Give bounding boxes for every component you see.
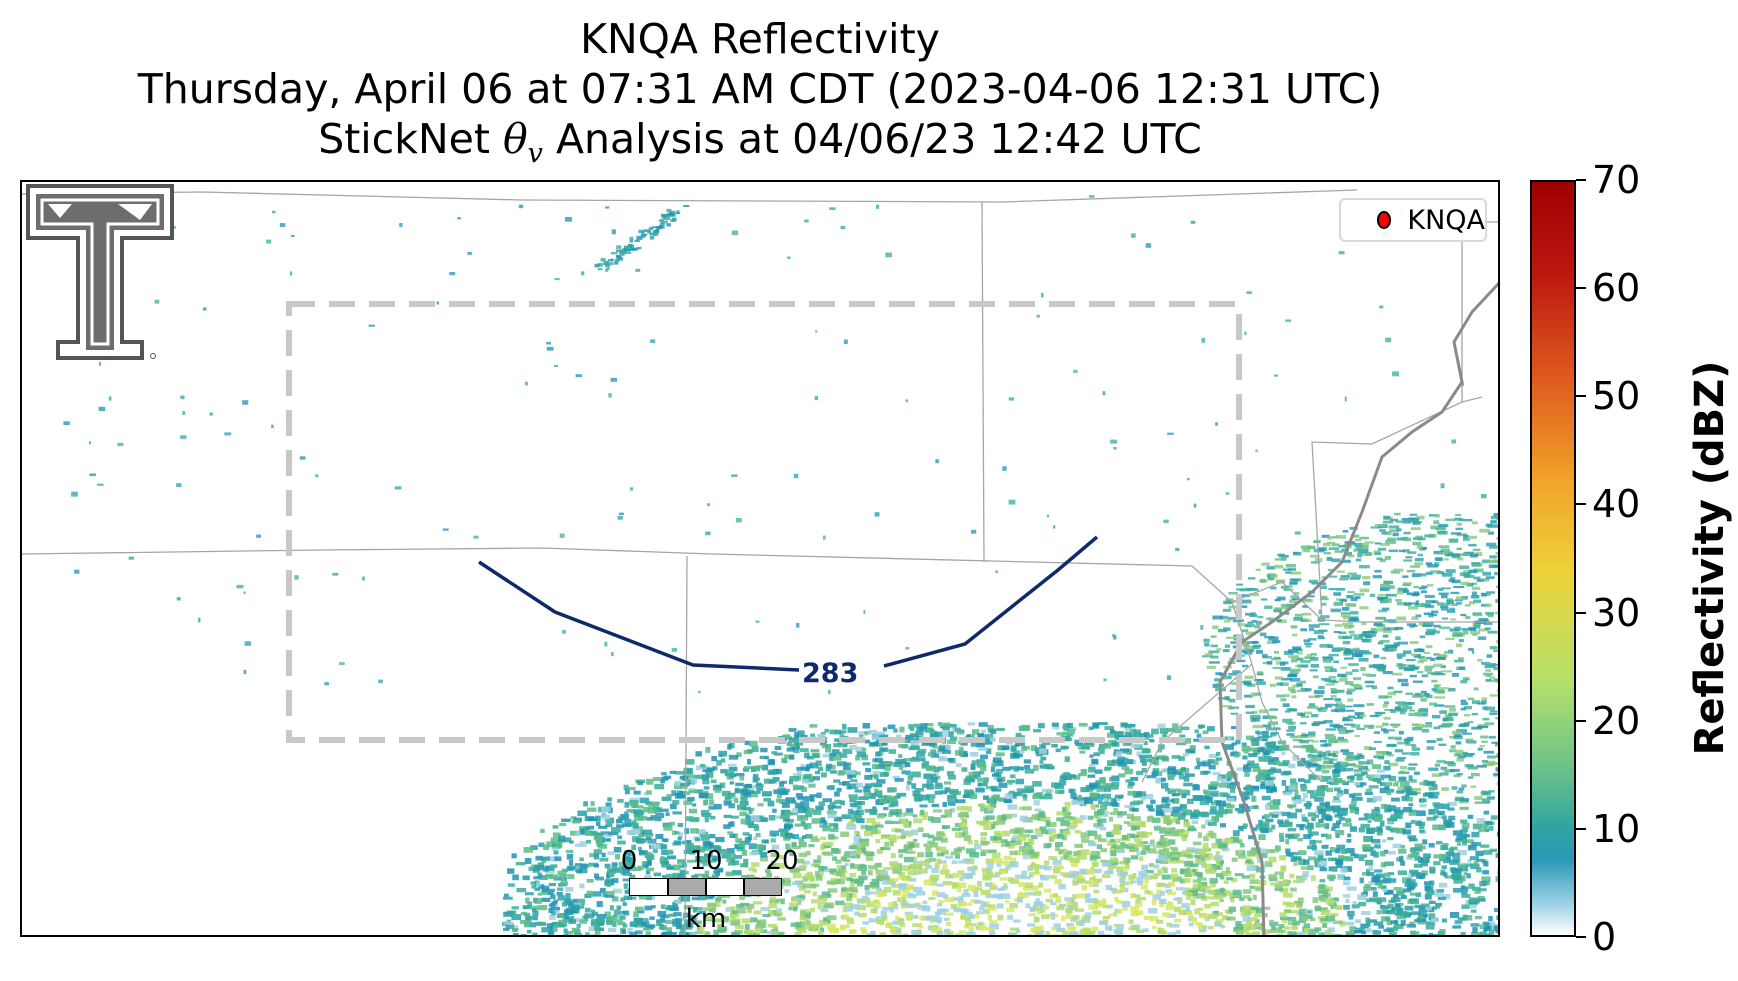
state-borders (22, 189, 1498, 935)
map-canvas: 283 (22, 189, 1498, 935)
reflectivity-echoes (63, 195, 1498, 935)
reflectivity-colorbar (1530, 180, 1576, 937)
colorbar-tick-label: 10 (1592, 806, 1641, 851)
colorbar-tick-mark (1576, 395, 1586, 398)
scale-bar: 0 10 20 km (582, 846, 942, 935)
title-line-1: KNQA Reflectivity (580, 15, 940, 63)
legend-label: KNQA (1407, 204, 1485, 236)
title-line-2: Thursday, April 06 at 07:31 AM CDT (2023… (137, 65, 1383, 113)
scale-bar-tick-20: 20 (765, 846, 799, 876)
radar-site-marker-icon (1377, 211, 1392, 229)
theta-symbol: θv (502, 115, 543, 170)
colorbar-tick-mark (1576, 287, 1586, 290)
colorbar-tick-label: 40 (1592, 482, 1641, 527)
colorbar-tick-label: 30 (1592, 590, 1641, 635)
scale-bar-segment (668, 878, 706, 896)
scale-bar-tick-10: 10 (689, 846, 723, 876)
colorbar-tick-label: 0 (1592, 915, 1617, 959)
scale-bar-segment (744, 878, 782, 896)
scale-bar-unit: km (685, 904, 727, 934)
title-line-3-suffix: Analysis at 04/06/23 12:42 UTC (542, 115, 1202, 163)
colorbar-tick-mark (1576, 936, 1586, 938)
colorbar-tick-mark (1576, 719, 1586, 722)
colorbar-title: Reflectivity (dBZ) (1687, 360, 1733, 756)
radar-map[interactable]: 283 KNQA 0 10 20 km (20, 180, 1500, 937)
colorbar-tick-label: 70 (1592, 158, 1641, 202)
map-legend: KNQA (1339, 198, 1487, 242)
colorbar-tick-mark (1576, 827, 1586, 830)
theta-v-contour-283 (478, 535, 1099, 672)
scale-bar-segment (629, 878, 668, 896)
river-line (1218, 281, 1498, 935)
title-line-3-prefix: StickNet (318, 115, 503, 163)
university-logo-icon (26, 184, 174, 360)
contour-label: 283 (802, 658, 858, 689)
colorbar-tick-mark (1576, 179, 1586, 181)
colorbar-tick-label: 20 (1592, 698, 1641, 743)
scale-bar-segment (706, 878, 744, 896)
colorbar-tick-label: 50 (1592, 374, 1641, 419)
colorbar-tick-mark (1576, 503, 1586, 506)
analysis-domain-box (286, 301, 1242, 743)
scale-bar-tick-0: 0 (620, 846, 638, 876)
colorbar-tick-mark (1576, 611, 1586, 614)
title-line-3: StickNet θv Analysis at 04/06/23 12:42 U… (0, 114, 1520, 179)
colorbar-tick-label: 60 (1592, 266, 1641, 311)
